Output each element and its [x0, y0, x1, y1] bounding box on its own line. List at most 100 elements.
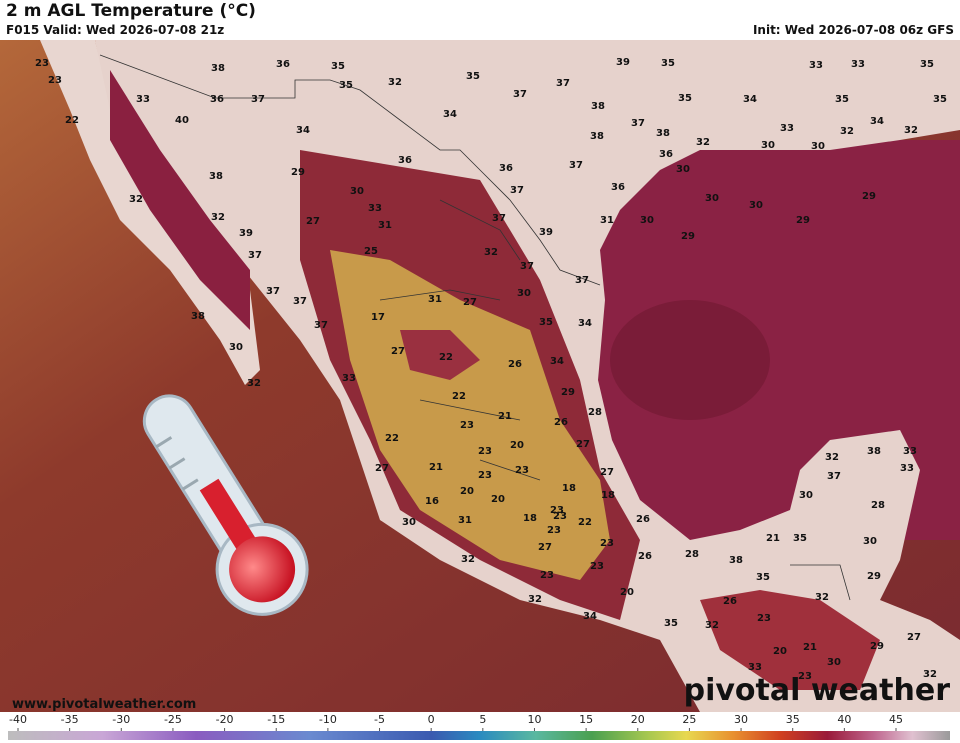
- colorbar-label: -5: [374, 713, 385, 726]
- borders: [99, 54, 851, 601]
- temp-label: 20: [491, 494, 505, 505]
- temp-label: 23: [798, 671, 812, 682]
- valid-time: F015 Valid: Wed 2026-07-08 21z: [6, 23, 224, 37]
- temp-label: 35: [933, 94, 947, 105]
- temp-label: 23: [48, 75, 62, 86]
- temp-label: 23: [600, 538, 614, 549]
- temp-label: 33: [136, 94, 150, 105]
- colorbar-label: 10: [527, 713, 541, 726]
- temp-label: 37: [510, 185, 524, 196]
- temp-label: 22: [452, 391, 466, 402]
- temp-label: 17: [371, 312, 385, 323]
- colorbar-label: -35: [61, 713, 79, 726]
- temp-label: 27: [576, 439, 590, 450]
- temp-label: 31: [458, 515, 472, 526]
- temp-label: 35: [920, 59, 934, 70]
- temp-label: 32: [696, 137, 710, 148]
- temp-label: 31: [600, 215, 614, 226]
- temp-label: 31: [378, 220, 392, 231]
- thermometer-icon: [142, 394, 309, 616]
- temp-label: 37: [631, 118, 645, 129]
- temp-label: 35: [661, 58, 675, 69]
- temp-label: 36: [210, 94, 224, 105]
- temp-label: 30: [827, 657, 841, 668]
- temp-label: 35: [466, 71, 480, 82]
- temp-label: 38: [211, 63, 225, 74]
- temp-label: 34: [578, 318, 592, 329]
- temp-label: 27: [907, 632, 921, 643]
- temp-label: 34: [550, 356, 564, 367]
- temp-label: 21: [766, 533, 780, 544]
- temp-label: 34: [743, 94, 757, 105]
- temp-label: 30: [811, 141, 825, 152]
- temp-label: 30: [676, 164, 690, 175]
- temp-label: 30: [863, 536, 877, 547]
- temp-label: 35: [331, 61, 345, 72]
- colorbar-label: 25: [682, 713, 696, 726]
- temp-label: 22: [578, 517, 592, 528]
- temp-label: 23: [590, 561, 604, 572]
- temp-label: 28: [588, 407, 602, 418]
- temp-label: 37: [266, 286, 280, 297]
- temp-label: 27: [463, 297, 477, 308]
- temp-label: 33: [851, 59, 865, 70]
- temp-label: 33: [900, 463, 914, 474]
- temp-label: 29: [291, 167, 305, 178]
- temp-label: 34: [583, 611, 597, 622]
- temp-label: 30: [799, 490, 813, 501]
- temp-label: 32: [840, 126, 854, 137]
- init-time: Init: Wed 2026-07-08 06z GFS: [753, 23, 954, 37]
- temp-label: 32: [705, 620, 719, 631]
- logo: pivotal weather: [684, 673, 951, 708]
- temp-label: 22: [385, 433, 399, 444]
- temp-label: 35: [339, 80, 353, 91]
- temperature-labels: 23 23 22 38 36 35 32 35 37 39 35 33 33 35 33 36 37 35 37 38…: [35, 57, 947, 682]
- temp-label: 35: [793, 533, 807, 544]
- temp-label: 31: [428, 294, 442, 305]
- temp-label: 18: [601, 490, 615, 501]
- temp-label: 36: [276, 59, 290, 70]
- temp-label: 35: [539, 317, 553, 328]
- gulf-california: [110, 70, 250, 330]
- temp-label: 37: [575, 275, 589, 286]
- temp-label: 38: [191, 311, 205, 322]
- temp-label: 36: [611, 182, 625, 193]
- temp-label: 20: [620, 587, 634, 598]
- temp-label: 26: [638, 551, 652, 562]
- temp-label: 39: [616, 57, 630, 68]
- temp-label: 30: [350, 186, 364, 197]
- temp-label: 29: [870, 641, 884, 652]
- temp-label: 23: [35, 58, 49, 69]
- temp-label: 34: [296, 125, 310, 136]
- temp-label: 35: [678, 93, 692, 104]
- colorbar: [8, 731, 950, 740]
- temp-label: 36: [659, 149, 673, 160]
- temp-label: 39: [239, 228, 253, 239]
- temp-label: 32: [923, 669, 937, 680]
- temp-label: 25: [364, 246, 378, 257]
- colorbar-label: -30: [112, 713, 130, 726]
- colorbar-label: 20: [631, 713, 645, 726]
- temp-label: 27: [306, 216, 320, 227]
- temp-label: 18: [523, 513, 537, 524]
- temp-label: 27: [391, 346, 405, 357]
- temp-label: 32: [388, 77, 402, 88]
- colorbar-label: -20: [216, 713, 234, 726]
- temp-label: 22: [65, 115, 79, 126]
- temp-label: 37: [314, 320, 328, 331]
- temp-label: 39: [539, 227, 553, 238]
- temp-label: 29: [867, 571, 881, 582]
- temp-label: 37: [293, 296, 307, 307]
- temp-label: 32: [904, 125, 918, 136]
- temp-label: 32: [815, 592, 829, 603]
- colorbar-label: 35: [786, 713, 800, 726]
- colorbar-label: 30: [734, 713, 748, 726]
- temp-label: 33: [368, 203, 382, 214]
- temp-label: 28: [685, 549, 699, 560]
- plateau-patch: [400, 330, 480, 380]
- temp-label: 32: [461, 554, 475, 565]
- temp-label: 29: [681, 231, 695, 242]
- temp-label: 32: [528, 594, 542, 605]
- temp-label: 22: [439, 352, 453, 363]
